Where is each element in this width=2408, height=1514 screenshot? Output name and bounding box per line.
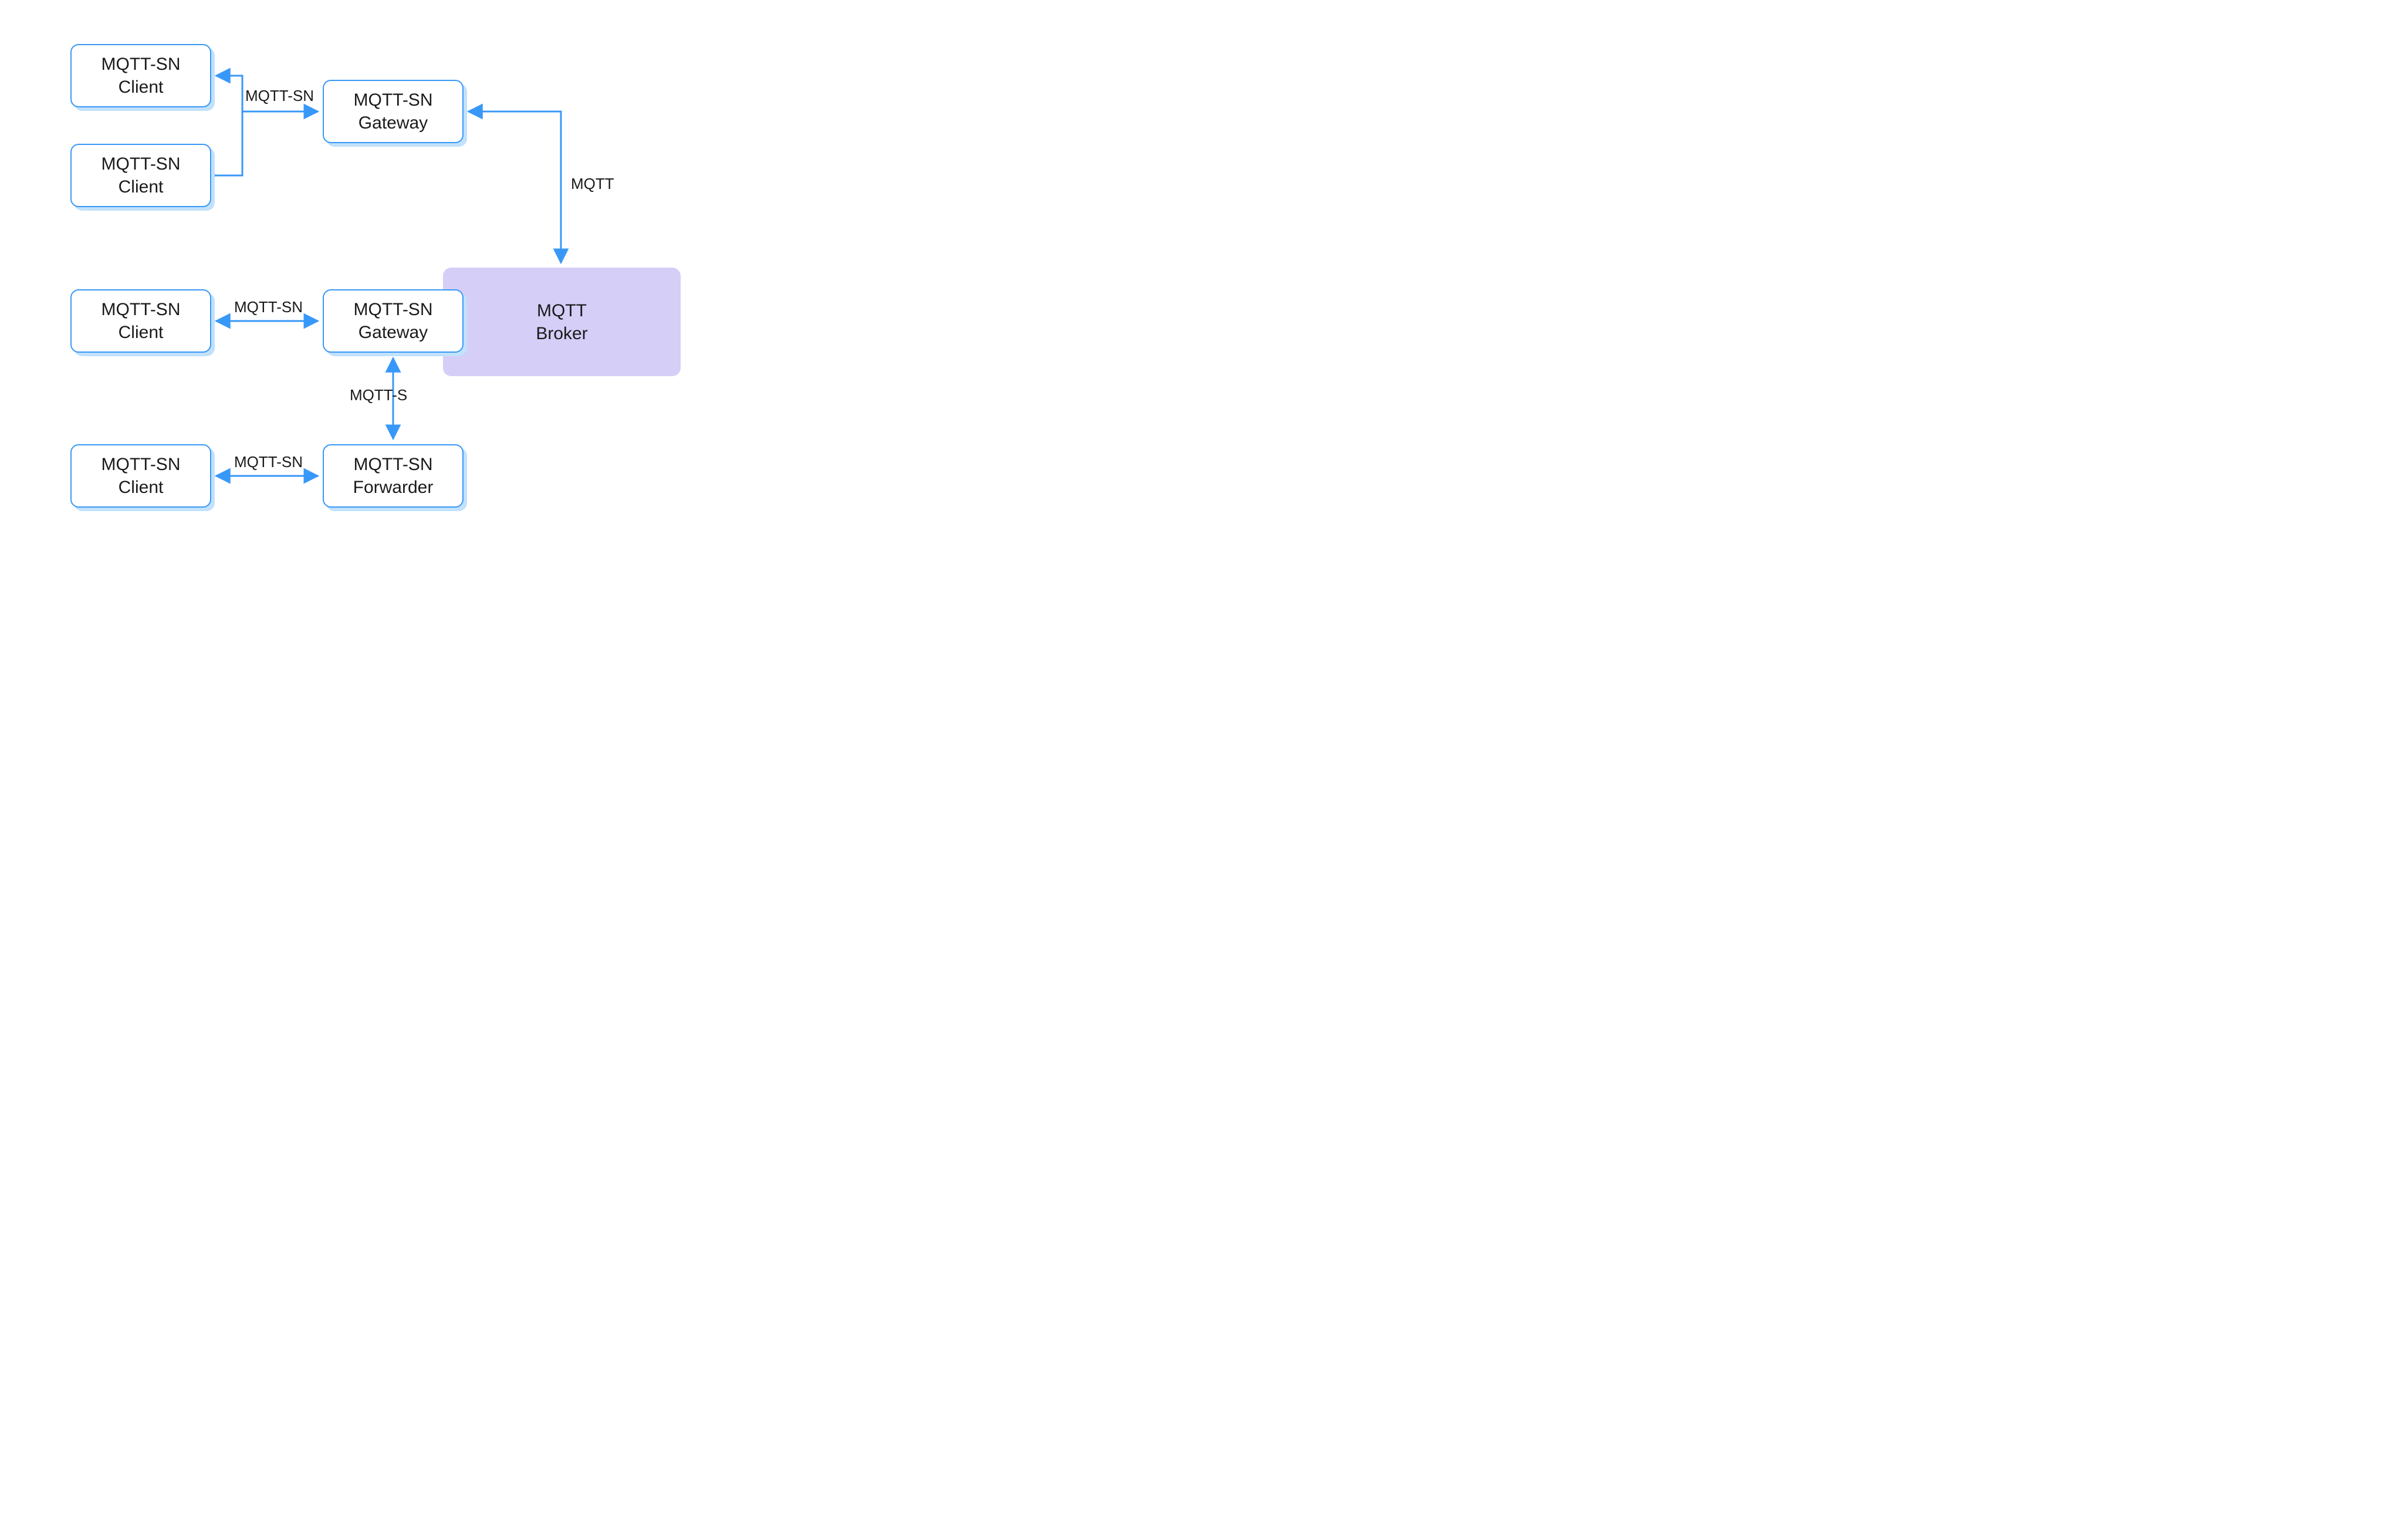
node-label-line1: MQTT-SN [102, 53, 181, 76]
node-label-line2: Client [119, 76, 164, 99]
edge-label-mqttsn-3: MQTT-SN [234, 453, 303, 471]
node-gateway-1: MQTT-SN Gateway [323, 80, 464, 143]
node-client-2: MQTT-SN Client [70, 144, 211, 207]
diagram-canvas: MQTT Broker MQTT-SN Client MQTT-SN Clien… [0, 0, 904, 568]
node-gateway-2: MQTT-SN Gateway [323, 289, 464, 353]
node-label-line2: Gateway [359, 111, 428, 134]
edge-label-mqtts: MQTT-S [350, 386, 407, 404]
node-forwarder: MQTT-SN Forwarder [323, 444, 464, 508]
node-mqtt-broker: MQTT Broker [443, 268, 681, 376]
node-label-line1: MQTT-SN [354, 453, 433, 476]
node-label-line1: MQTT-SN [102, 153, 181, 175]
edge-label-mqttsn-1: MQTT-SN [245, 87, 314, 105]
node-client-1: MQTT-SN Client [70, 44, 211, 107]
edge-label-mqtt: MQTT [571, 175, 614, 193]
edge-gw1-to-broker [468, 111, 561, 263]
node-label-line2: Gateway [359, 321, 428, 344]
node-label-line1: MQTT [537, 299, 587, 322]
node-client-4: MQTT-SN Client [70, 444, 211, 508]
node-client-3: MQTT-SN Client [70, 289, 211, 353]
node-label-line1: MQTT-SN [354, 89, 433, 111]
edge-label-mqttsn-2: MQTT-SN [234, 298, 303, 316]
node-label-line2: Forwarder [353, 476, 434, 499]
node-label-line1: MQTT-SN [102, 453, 181, 476]
node-label-line2: Client [119, 175, 164, 198]
node-label-line2: Client [119, 321, 164, 344]
node-label-line1: MQTT-SN [102, 298, 181, 321]
node-label-line2: Broker [536, 322, 587, 345]
edge-clients-to-gw1 [216, 76, 242, 175]
node-label-line1: MQTT-SN [354, 298, 433, 321]
node-label-line2: Client [119, 476, 164, 499]
